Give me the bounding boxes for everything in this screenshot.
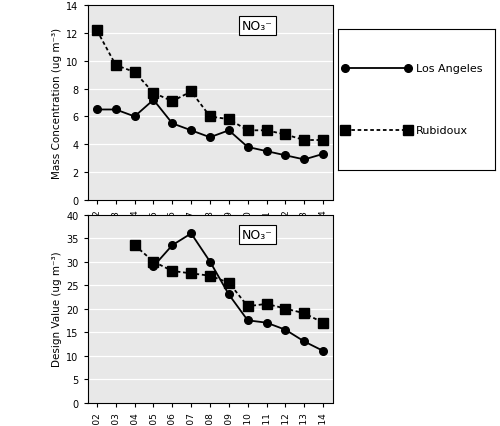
Los Angeles — [188, 231, 194, 236]
Rubidoux — [94, 29, 100, 34]
Rubidoux — [132, 243, 138, 248]
Rubidoux — [150, 259, 156, 265]
Rubidoux — [188, 90, 194, 95]
Rubidoux — [320, 138, 326, 143]
Los Angeles — [113, 108, 119, 113]
Rubidoux — [244, 304, 250, 309]
Rubidoux — [264, 302, 270, 307]
Los Angeles — [244, 145, 250, 150]
Los Angeles — [150, 98, 156, 103]
Los Angeles — [301, 339, 307, 344]
Rubidoux — [170, 269, 175, 274]
Rubidoux — [226, 280, 232, 285]
Rubidoux — [132, 70, 138, 75]
Los Angeles — [226, 129, 232, 134]
Rubidoux — [207, 273, 213, 279]
Line: Rubidoux: Rubidoux — [130, 241, 328, 328]
Los Angeles — [301, 158, 307, 163]
Los Angeles — [94, 108, 100, 113]
Los Angeles — [244, 318, 250, 323]
Los Angeles — [170, 243, 175, 248]
Los Angeles — [170, 121, 175, 127]
Line: Los Angeles: Los Angeles — [93, 97, 327, 164]
Y-axis label: Mass Concentration (ug m⁻³): Mass Concentration (ug m⁻³) — [52, 28, 62, 178]
Rubidoux — [301, 138, 307, 143]
Los Angeles — [207, 259, 213, 265]
Los Angeles — [207, 135, 213, 141]
Rubidoux — [150, 91, 156, 96]
Los Angeles — [188, 129, 194, 134]
Line: Rubidoux: Rubidoux — [92, 27, 328, 145]
Text: Los Angeles: Los Angeles — [416, 64, 483, 74]
Los Angeles — [320, 348, 326, 354]
Y-axis label: Design Value (ug m⁻³): Design Value (ug m⁻³) — [52, 251, 62, 366]
Rubidoux — [301, 311, 307, 316]
Line: Los Angeles: Los Angeles — [150, 230, 327, 355]
Rubidoux — [207, 115, 213, 120]
Los Angeles — [282, 327, 288, 332]
Los Angeles — [150, 264, 156, 269]
Rubidoux — [282, 306, 288, 311]
Los Angeles — [320, 152, 326, 157]
Rubidoux — [226, 117, 232, 123]
Los Angeles — [226, 292, 232, 297]
Los Angeles — [264, 320, 270, 325]
Text: NO₃⁻: NO₃⁻ — [242, 228, 272, 241]
Rubidoux — [188, 271, 194, 276]
Rubidoux — [320, 320, 326, 325]
Los Angeles — [264, 149, 270, 154]
Text: Rubidoux: Rubidoux — [416, 126, 469, 136]
Rubidoux — [244, 129, 250, 134]
Text: NO₃⁻: NO₃⁻ — [242, 20, 272, 33]
Rubidoux — [282, 132, 288, 138]
Los Angeles — [132, 115, 138, 120]
Rubidoux — [170, 99, 175, 104]
Los Angeles — [282, 153, 288, 158]
Rubidoux — [264, 129, 270, 134]
Rubidoux — [113, 63, 119, 69]
